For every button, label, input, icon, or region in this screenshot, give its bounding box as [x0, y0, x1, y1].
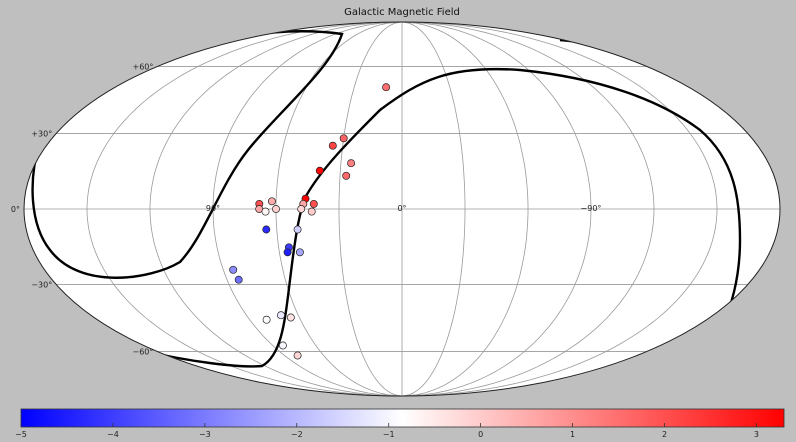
data-point — [272, 205, 280, 213]
graticule-grid — [24, 22, 780, 396]
latitude-tick-label: −60° — [132, 348, 153, 357]
colorbar-tick-label: 3 — [754, 430, 759, 439]
longitude-line — [86, 22, 403, 396]
longitude-tick-label: 90° — [206, 204, 220, 213]
data-point — [267, 197, 276, 206]
data-point — [328, 141, 337, 150]
data-point — [382, 83, 391, 92]
latitude-tick-label: −30° — [31, 281, 52, 290]
colorbar-tick-label: 0 — [478, 430, 483, 439]
axis-labels: +60° +30° 0° −30° −60° 90° 0° −90° — [11, 62, 602, 356]
data-point — [286, 313, 295, 322]
longitude-tick-label: −90° — [581, 204, 602, 213]
colorbar-tick-label: 1 — [570, 430, 575, 439]
longitude-line — [401, 22, 529, 396]
data-point — [278, 341, 287, 350]
latitude-tick-label: +30° — [31, 129, 52, 138]
scatter-points — [229, 83, 391, 360]
data-point — [293, 351, 302, 360]
colorbar-ticks: −5 −4 −3 −2 −1 0 1 2 3 — [15, 423, 759, 439]
longitude-tick-label: 0° — [397, 204, 406, 213]
longitude-line — [401, 22, 592, 396]
longitude-line — [149, 22, 403, 396]
colorbar-tick-label: −1 — [383, 430, 395, 439]
data-point — [315, 166, 324, 175]
latitude-tick-label: 0° — [11, 205, 20, 214]
longitude-line — [401, 22, 655, 396]
longitude-line — [401, 22, 718, 396]
data-point — [277, 311, 285, 320]
data-point — [234, 275, 243, 284]
colorbar-tick-label: −5 — [15, 430, 27, 439]
data-point — [342, 171, 351, 180]
data-point — [262, 315, 271, 324]
data-point — [339, 134, 348, 143]
data-point — [293, 225, 302, 234]
data-point — [229, 265, 238, 274]
colorbar — [20, 408, 785, 428]
sky-map-outline — [23, 21, 781, 397]
data-point — [307, 207, 316, 216]
longitude-line — [401, 22, 466, 396]
latitude-tick-label: +60° — [132, 62, 153, 71]
colorbar-tick-label: −3 — [199, 430, 211, 439]
data-point — [295, 248, 304, 257]
data-point — [347, 159, 356, 168]
data-point — [309, 199, 318, 208]
data-point — [283, 248, 292, 257]
colorbar-tick-label: 2 — [662, 430, 667, 439]
data-point — [297, 205, 306, 213]
data-point — [262, 225, 271, 234]
colorbar-tick-label: −4 — [107, 430, 119, 439]
data-point — [261, 207, 270, 216]
chart-title: Galactic Magnetic Field — [344, 7, 460, 18]
colorbar-tick-label: −2 — [291, 430, 303, 439]
longitude-line — [338, 22, 403, 396]
